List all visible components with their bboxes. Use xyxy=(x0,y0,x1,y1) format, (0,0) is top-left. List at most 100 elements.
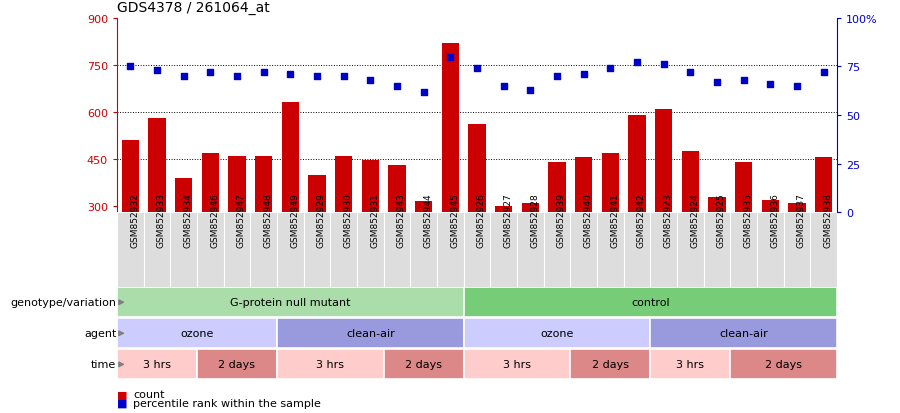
Text: GSM852934: GSM852934 xyxy=(184,193,193,247)
Text: ozone: ozone xyxy=(540,328,573,339)
Point xyxy=(550,74,564,80)
Text: count: count xyxy=(133,389,165,399)
Bar xyxy=(624,213,651,287)
Bar xyxy=(708,197,725,300)
Text: GSM852941: GSM852941 xyxy=(610,193,619,247)
Bar xyxy=(517,213,544,287)
Point xyxy=(577,71,591,78)
Text: GSM852938: GSM852938 xyxy=(824,193,832,247)
Text: GSM852945: GSM852945 xyxy=(450,193,459,247)
Bar xyxy=(784,213,810,287)
Bar xyxy=(757,213,784,287)
Point xyxy=(417,89,431,96)
Bar xyxy=(277,319,464,349)
Bar xyxy=(810,213,837,287)
Bar xyxy=(655,109,672,300)
Bar xyxy=(250,213,277,287)
Bar xyxy=(442,44,459,300)
Bar xyxy=(651,213,677,287)
Text: G-protein null mutant: G-protein null mutant xyxy=(230,297,351,308)
Bar xyxy=(681,152,699,300)
Text: GSM852947: GSM852947 xyxy=(237,193,246,247)
Bar xyxy=(575,158,592,300)
Point xyxy=(736,77,751,84)
Text: GSM852929: GSM852929 xyxy=(317,193,326,247)
Text: 3 hrs: 3 hrs xyxy=(676,359,705,370)
Bar xyxy=(197,213,224,287)
Bar xyxy=(571,349,651,379)
Text: clean-air: clean-air xyxy=(346,328,395,339)
Bar xyxy=(571,213,597,287)
Point xyxy=(203,70,218,76)
Bar xyxy=(522,203,539,300)
Point xyxy=(363,77,377,84)
Point xyxy=(443,54,457,61)
Bar xyxy=(464,213,490,287)
Text: GSM852939: GSM852939 xyxy=(557,193,566,247)
Text: GSM852949: GSM852949 xyxy=(291,193,300,247)
Text: agent: agent xyxy=(84,328,116,339)
Bar xyxy=(548,163,566,300)
Point xyxy=(390,83,404,90)
Text: ozone: ozone xyxy=(180,328,213,339)
Text: 3 hrs: 3 hrs xyxy=(143,359,171,370)
Bar xyxy=(362,161,379,300)
Bar xyxy=(388,166,406,300)
Text: ■: ■ xyxy=(117,389,128,399)
Text: clean-air: clean-air xyxy=(719,328,768,339)
Bar xyxy=(117,349,197,379)
Bar xyxy=(730,349,837,379)
Bar xyxy=(117,213,144,287)
Text: GSM852948: GSM852948 xyxy=(264,193,273,247)
Bar xyxy=(464,319,651,349)
Bar xyxy=(437,213,464,287)
Bar xyxy=(464,349,571,379)
Text: GSM852925: GSM852925 xyxy=(717,193,726,247)
Bar xyxy=(761,200,779,300)
Point xyxy=(790,83,805,90)
Bar xyxy=(224,213,250,287)
Text: GSM852944: GSM852944 xyxy=(424,193,433,247)
Text: GDS4378 / 261064_at: GDS4378 / 261064_at xyxy=(117,1,270,15)
Point xyxy=(470,66,484,72)
Bar xyxy=(602,153,619,300)
Text: GSM852943: GSM852943 xyxy=(397,193,406,247)
Bar xyxy=(597,213,624,287)
Point xyxy=(149,68,164,74)
Text: 2 days: 2 days xyxy=(592,359,629,370)
Point xyxy=(816,70,831,76)
Text: GSM852937: GSM852937 xyxy=(797,193,806,247)
Text: time: time xyxy=(91,359,116,370)
Bar xyxy=(464,287,837,317)
Bar xyxy=(330,213,357,287)
Point xyxy=(763,81,778,88)
Bar xyxy=(197,349,277,379)
Text: percentile rank within the sample: percentile rank within the sample xyxy=(133,398,321,408)
Point xyxy=(176,74,191,80)
Point xyxy=(337,74,351,80)
Text: genotype/variation: genotype/variation xyxy=(11,297,116,308)
Point xyxy=(523,87,537,94)
Text: GSM852932: GSM852932 xyxy=(130,193,140,247)
Text: 3 hrs: 3 hrs xyxy=(316,359,345,370)
Bar xyxy=(495,206,512,300)
Bar xyxy=(415,202,432,300)
Bar xyxy=(735,163,752,300)
Bar xyxy=(122,141,139,300)
Text: GSM852923: GSM852923 xyxy=(663,193,672,247)
Bar xyxy=(202,153,219,300)
Bar xyxy=(175,178,193,300)
Bar xyxy=(628,116,645,300)
Bar xyxy=(651,319,837,349)
Point xyxy=(656,62,670,69)
Point xyxy=(683,70,698,76)
Bar xyxy=(277,213,303,287)
Text: GSM852946: GSM852946 xyxy=(211,193,220,247)
Bar xyxy=(309,175,326,300)
Bar xyxy=(410,213,437,287)
Point xyxy=(123,64,138,70)
Text: 2 days: 2 days xyxy=(219,359,256,370)
Bar xyxy=(255,157,273,300)
Point xyxy=(497,83,511,90)
Point xyxy=(630,60,644,66)
